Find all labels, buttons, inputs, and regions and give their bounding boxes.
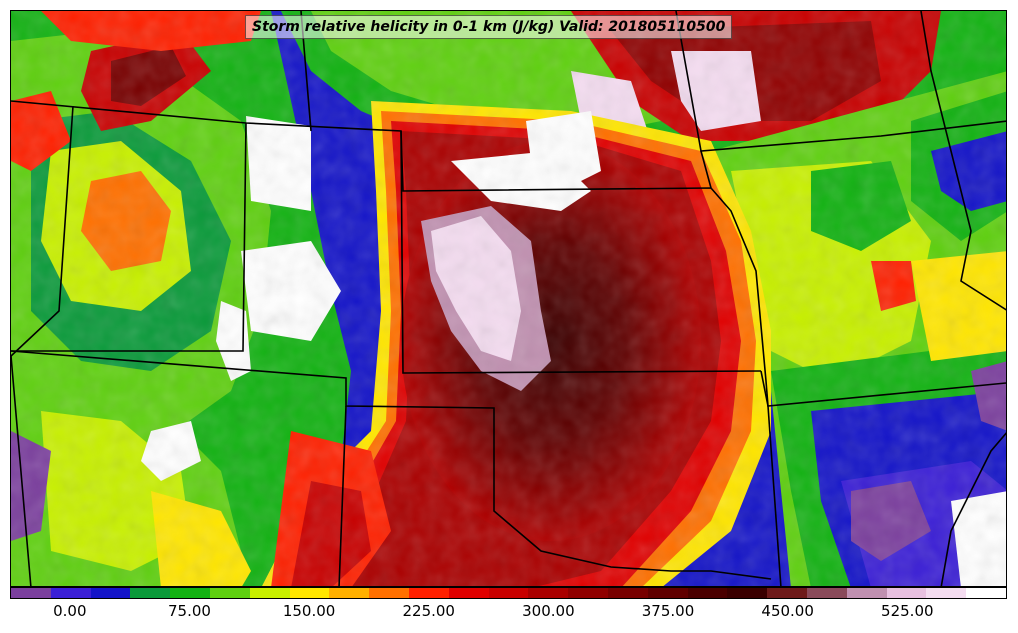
- helicity-map: [11, 11, 1006, 586]
- map-title: Storm relative helicity in 0-1 km (J/kg)…: [245, 15, 733, 39]
- colorbar-segment: [170, 588, 210, 598]
- colorbar-tick-label: 300.00: [522, 602, 575, 620]
- colorbar-segment: [528, 588, 569, 598]
- state-boundaries: [11, 11, 1006, 586]
- colorbar-segment: [209, 588, 250, 598]
- colorbar-tick-label: 525.00: [881, 602, 934, 620]
- colorbar-segment: [767, 588, 807, 598]
- colorbar-segment: [647, 588, 688, 598]
- colorbar-segment: [289, 588, 330, 598]
- colorbar-segment: [727, 588, 768, 598]
- map-panel: [10, 10, 1007, 587]
- colorbar-segment: [249, 588, 290, 598]
- colorbar-tick-label: 450.00: [761, 602, 814, 620]
- colorbar-segment: [11, 588, 51, 598]
- colorbar-segment: [130, 588, 171, 598]
- colorbar-tick-label: 75.00: [167, 602, 211, 620]
- colorbar-segment: [50, 588, 91, 598]
- colorbar-segment: [369, 588, 409, 598]
- colorbar-segment: [329, 588, 370, 598]
- colorbar-tick-label: 375.00: [641, 602, 695, 620]
- colorbar-segment: [966, 588, 1006, 598]
- texture-overlay: [11, 11, 1006, 586]
- colorbar-segment: [886, 588, 927, 598]
- colorbar-segment: [687, 588, 728, 598]
- colorbar-segment: [568, 588, 608, 598]
- colorbar-segment: [90, 588, 131, 598]
- colorbar-tick-label: 225.00: [402, 602, 455, 620]
- colorbar-tick-label: 150.00: [282, 602, 336, 620]
- colorbar-segment: [408, 588, 449, 598]
- colorbar-segment: [926, 588, 967, 598]
- colorbar-segment: [806, 588, 847, 598]
- colorbar-segment: [488, 588, 529, 598]
- colorbar-tick-label: 0.00: [53, 602, 87, 620]
- colorbar-segment: [846, 588, 887, 598]
- colorbar-segment: [448, 588, 489, 598]
- colorbar: [10, 587, 1007, 599]
- colorbar-segment: [607, 588, 648, 598]
- colorbar-tick-labels: 0.00 75.00 150.00 225.00 300.00 375.00 450.00 5…: [10, 602, 1007, 624]
